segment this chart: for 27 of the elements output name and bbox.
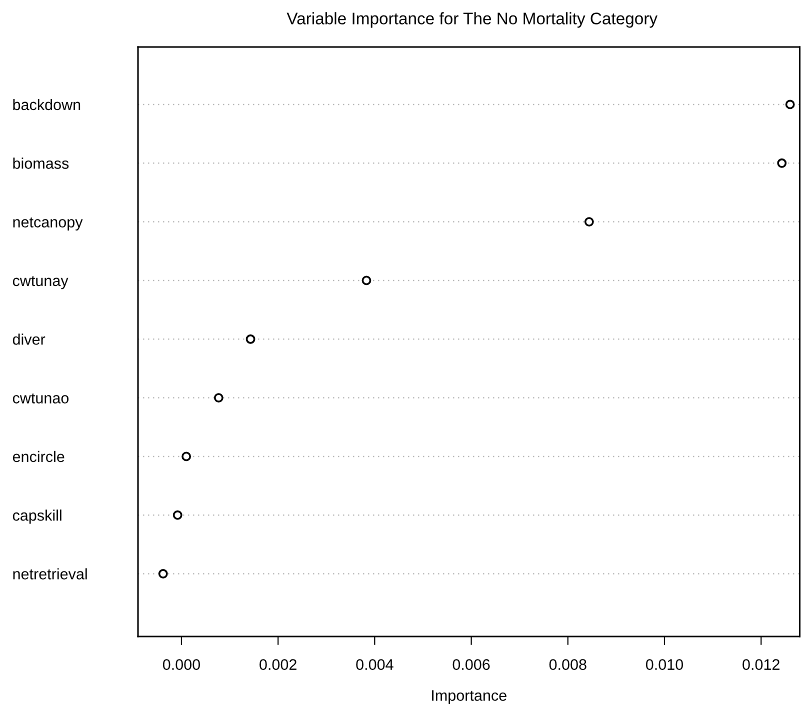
y-tick-label: netcanopy [13,217,83,231]
point [246,334,256,344]
x-tick-label: 0.002 [260,659,296,670]
y-tick-label: backdown [13,98,80,110]
y-tick-label: diver [12,334,46,345]
point [158,569,168,578]
point [584,217,594,227]
y-tick-label: cwtunao [12,393,69,404]
point [214,393,224,402]
x-tick-label: 0.010 [646,659,684,670]
point [172,510,182,520]
x-tick-label: 0.006 [452,659,490,670]
x-tick-label: 0.004 [356,659,394,670]
point [785,100,795,110]
y-tick-label: netretrieval [13,568,87,580]
x-tick-label: 0.008 [549,659,586,670]
x-axis-title: Importance [432,690,506,704]
point [777,158,787,168]
x-tick-label: 0.000 [162,659,200,670]
chart-title: Variable Importance for The No Mortality Category [286,12,658,28]
y-tick-label: capskill [12,510,62,524]
x-tick-label: 0.012 [742,659,780,670]
y-tick-label: cwtunay [12,276,68,290]
point [362,276,372,286]
y-tick-label: biomass [13,158,69,169]
point [182,452,192,462]
y-tick-label: encircle [12,450,64,462]
